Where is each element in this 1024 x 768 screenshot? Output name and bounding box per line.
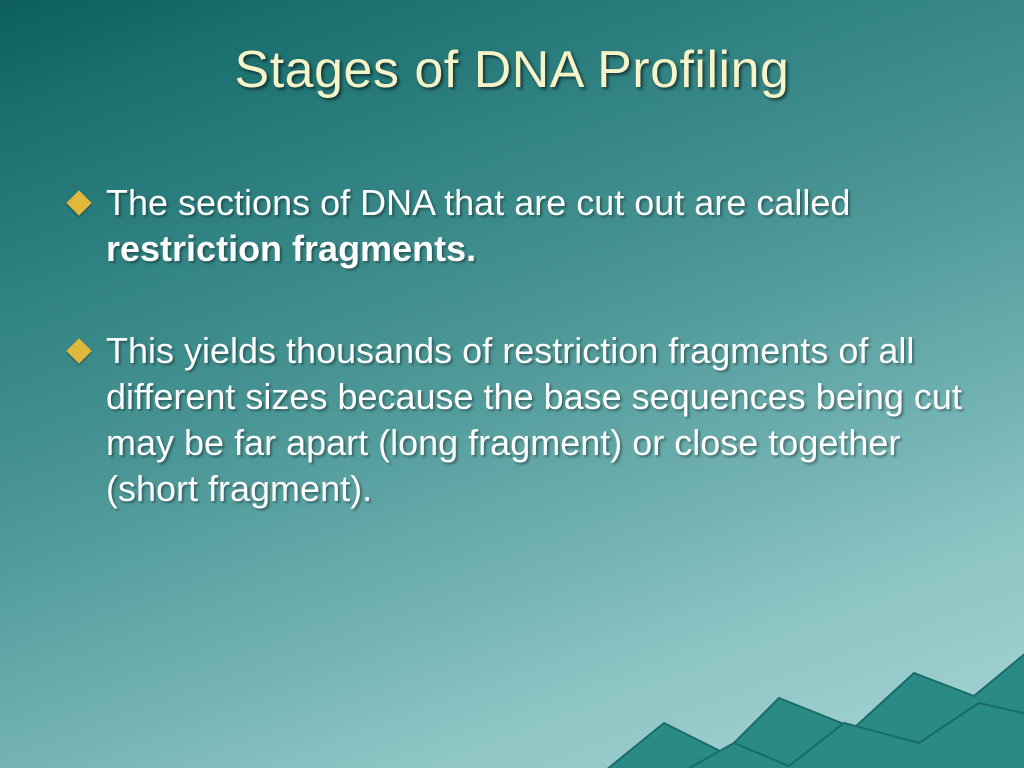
bullet-text: The sections of DNA that are cut out are… (106, 180, 964, 272)
diamond-bullet-icon (66, 190, 91, 215)
bullet-pre: The sections of DNA that are cut out are… (106, 182, 850, 223)
bullet-item: The sections of DNA that are cut out are… (70, 180, 964, 272)
bullet-bold: restriction fragments. (106, 228, 476, 269)
bullet-item: This yields thousands of restriction fra… (70, 328, 964, 512)
bullet-pre: This yields thousands of restriction fra… (106, 330, 962, 509)
slide: Stages of DNA Profiling The sections of … (0, 0, 1024, 768)
corner-line-1 (584, 638, 1024, 768)
diamond-bullet-icon (66, 338, 91, 363)
corner-poly-2 (654, 703, 1024, 768)
corner-line-2 (654, 703, 1024, 768)
corner-poly-1 (584, 638, 1024, 768)
slide-title: Stages of DNA Profiling (0, 40, 1024, 100)
slide-body: The sections of DNA that are cut out are… (70, 180, 964, 568)
bullet-text: This yields thousands of restriction fra… (106, 328, 964, 512)
